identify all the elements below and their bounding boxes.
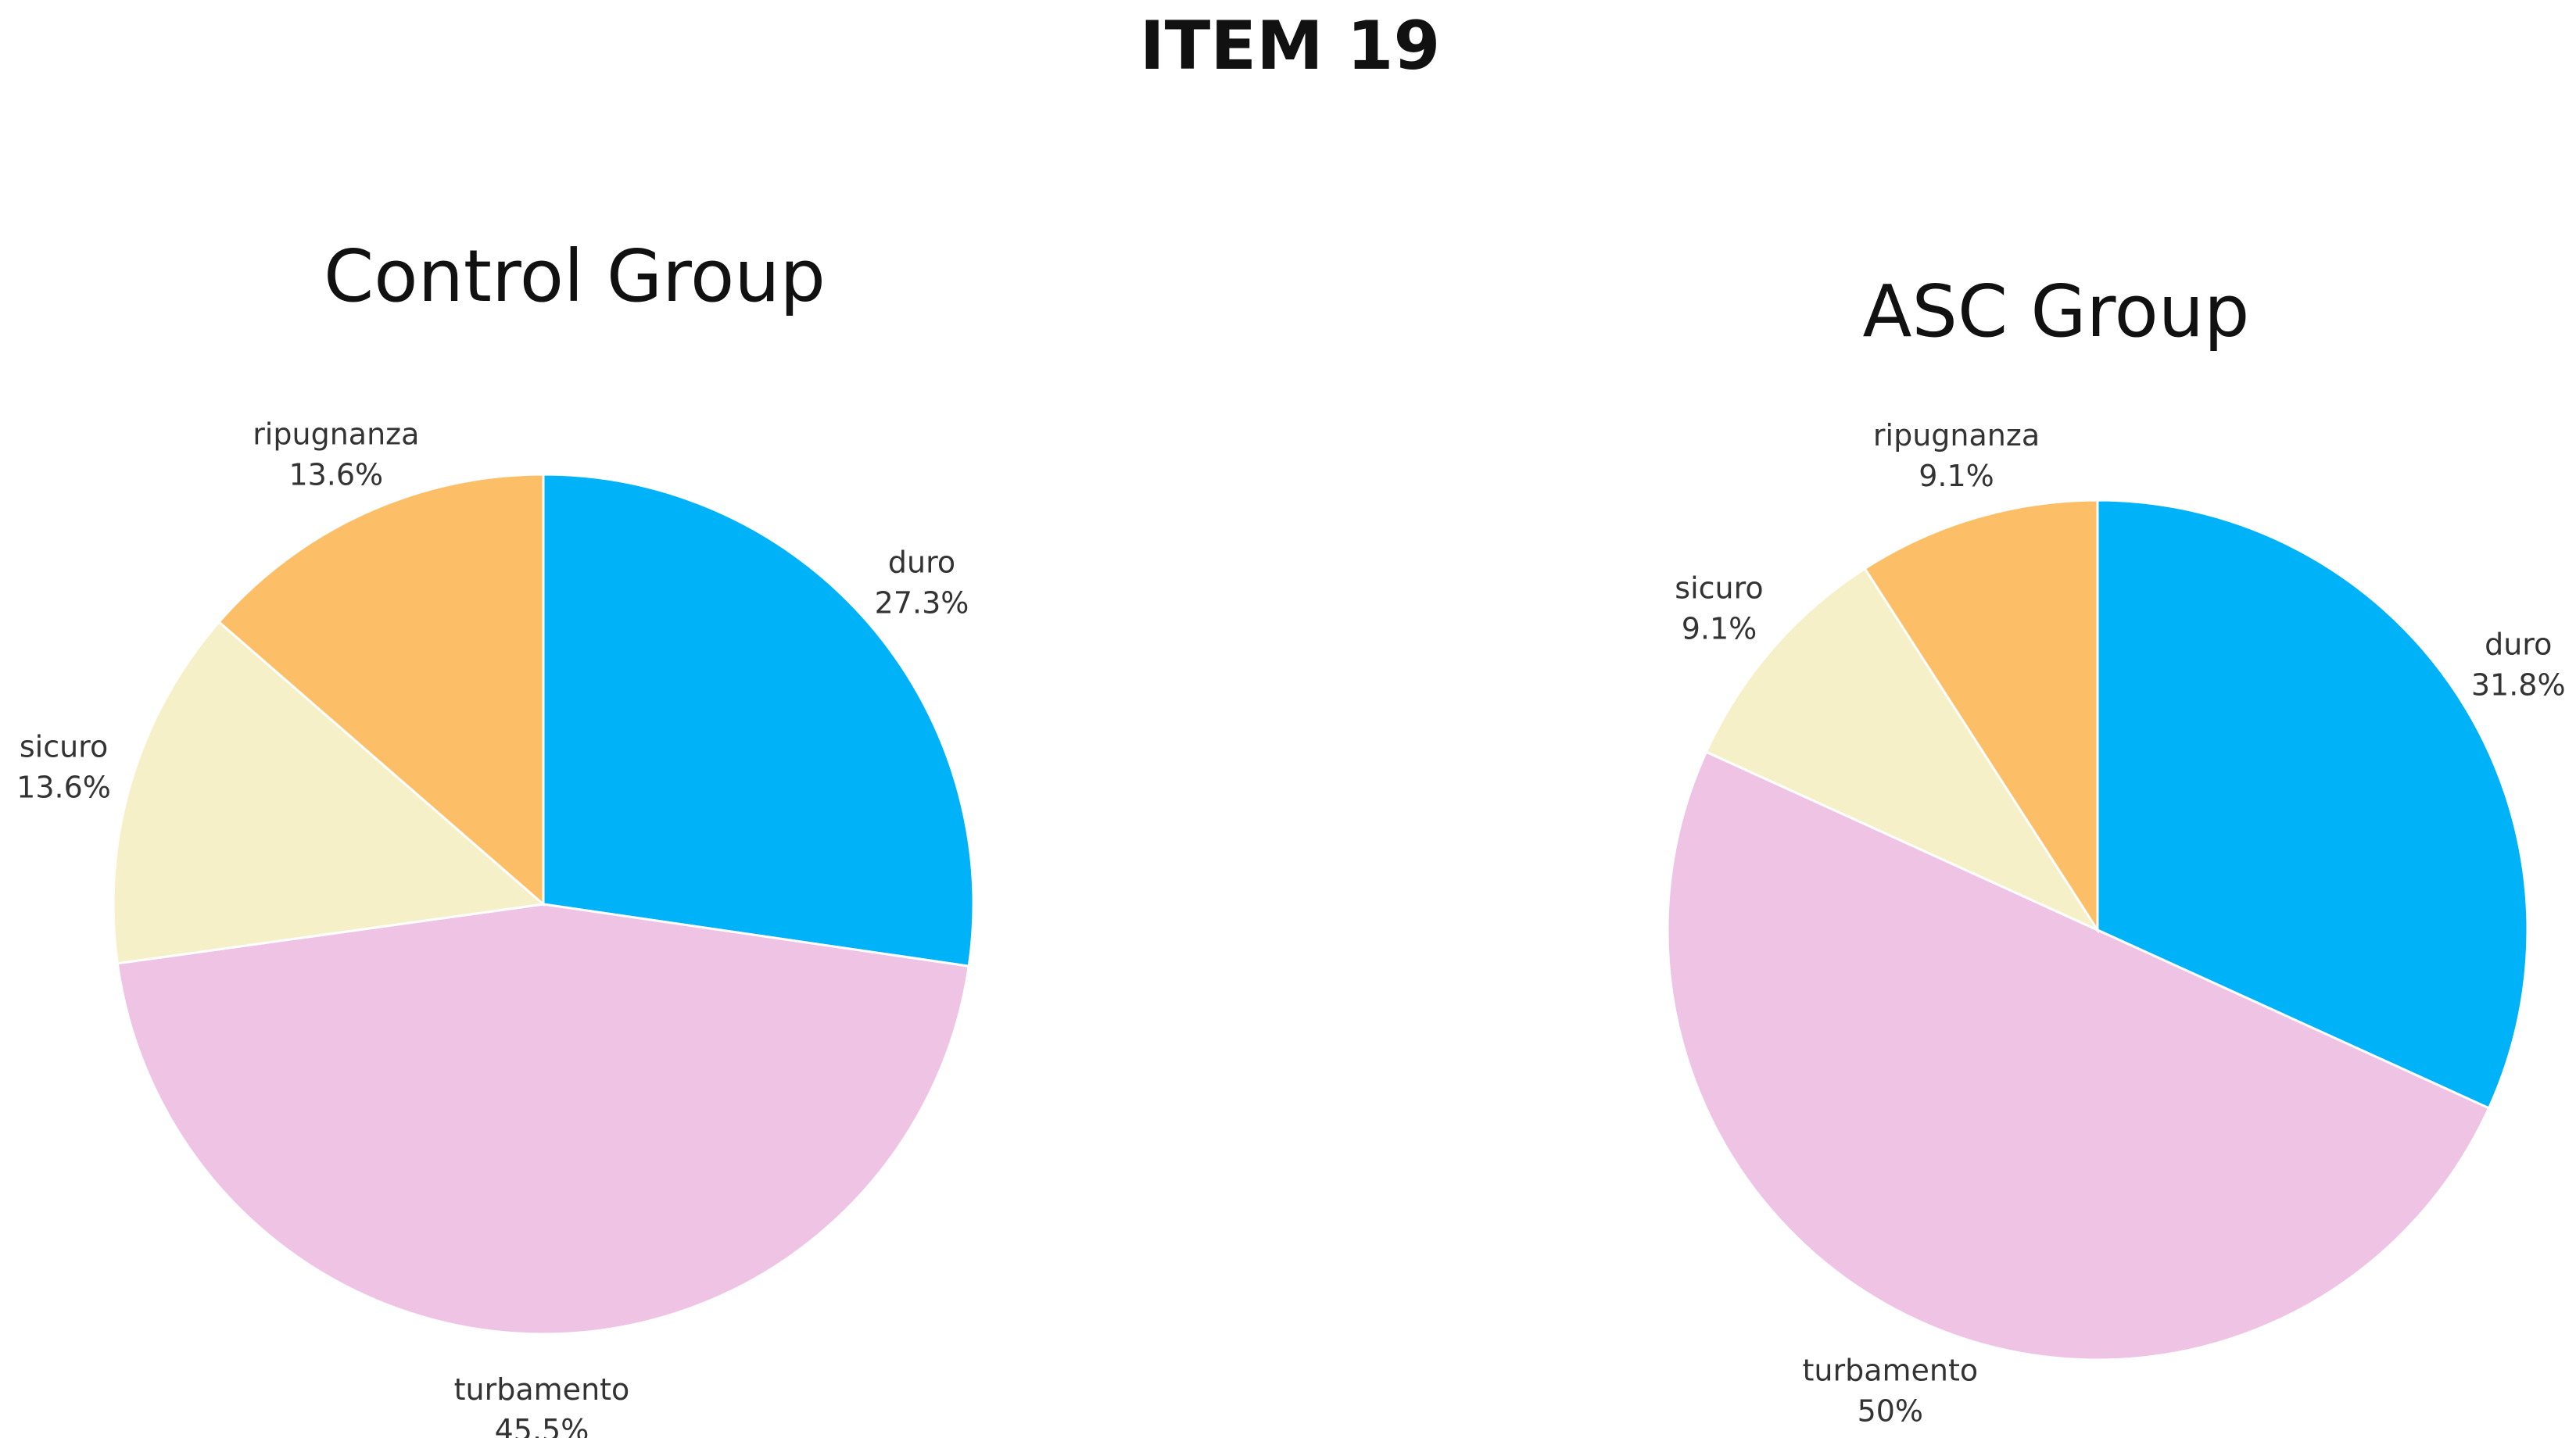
control-slice-turbamento xyxy=(116,903,970,1336)
asc-label-sicuro: sicuro 9.1% xyxy=(1675,571,1763,646)
control-label-category: ripugnanza xyxy=(253,417,419,452)
control-slice-duro xyxy=(542,473,975,968)
control-label-sicuro: sicuro 13.6% xyxy=(16,730,111,805)
asc-label-percent: 31.8% xyxy=(2471,668,2566,703)
asc-slice-sicuro xyxy=(1704,567,2101,933)
control-label-percent: 13.6% xyxy=(288,458,383,492)
asc-group-title: ASC Group xyxy=(1863,270,2250,353)
control-group-title: Control Group xyxy=(324,234,826,318)
control-label-percent: 13.6% xyxy=(16,771,111,805)
asc-slice-turbamento xyxy=(1666,750,2491,1361)
control-label-category: sicuro xyxy=(20,730,108,764)
asc-label-category: sicuro xyxy=(1675,571,1763,605)
asc-slice-ripugnanza xyxy=(1863,499,2099,935)
control-label-turbamento: turbamento 45.5% xyxy=(454,1372,630,1438)
asc-label-category: ripugnanza xyxy=(1873,418,2040,453)
control-label-duro: duro 27.3% xyxy=(875,545,969,620)
asc-label-category: turbamento xyxy=(1802,1353,1978,1387)
figure-title: ITEM 19 xyxy=(1140,7,1441,85)
asc-label-duro: duro 31.8% xyxy=(2471,628,2566,703)
control-slice-sicuro xyxy=(112,620,546,965)
asc-label-turbamento: turbamento 50% xyxy=(1802,1353,1978,1428)
asc-label-ripugnanza: ripugnanza 9.1% xyxy=(1873,418,2040,493)
control-label-percent: 27.3% xyxy=(875,585,969,620)
slice-labels: duro 27.3%turbamento 45.5%sicuro 13.6%ripug… xyxy=(16,417,2565,1438)
control-group-pie xyxy=(112,473,975,1336)
control-slice-ripugnanza xyxy=(217,473,545,907)
asc-slice-duro xyxy=(2096,499,2529,1110)
asc-label-percent: 50% xyxy=(1858,1393,1923,1428)
asc-label-percent: 9.1% xyxy=(1919,459,1994,493)
control-label-percent: 45.5% xyxy=(495,1413,589,1438)
asc-label-percent: 9.1% xyxy=(1682,611,1757,646)
control-label-ripugnanza: ripugnanza 13.6% xyxy=(253,417,419,492)
asc-group-pie xyxy=(1666,499,2529,1361)
asc-label-category: duro xyxy=(2485,628,2552,662)
control-label-category: duro xyxy=(888,545,955,579)
control-label-category: turbamento xyxy=(454,1372,630,1407)
